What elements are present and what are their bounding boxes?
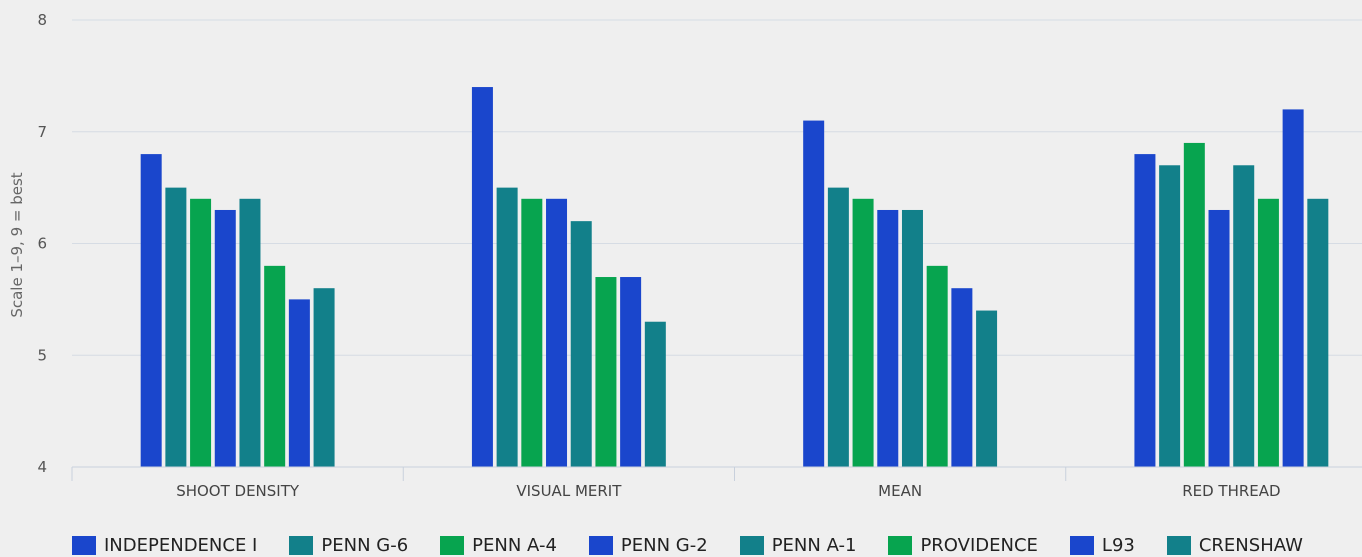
legend-label: CRENSHAW (1198, 534, 1303, 556)
bar[interactable] (165, 187, 187, 467)
bar[interactable] (1233, 165, 1255, 467)
legend-swatch (440, 535, 465, 555)
bar[interactable] (239, 198, 261, 468)
y-tick-label: 7 (37, 123, 47, 141)
legend-item[interactable]: INDEPENDENCE I (72, 535, 257, 556)
bar[interactable] (313, 288, 335, 467)
y-tick-label: 4 (37, 458, 47, 476)
bar[interactable] (1257, 198, 1279, 468)
legend-label: PENN G-2 (620, 534, 708, 556)
y-axis-label: Scale 1–9, 9 = best (8, 172, 26, 317)
bar[interactable] (1134, 154, 1156, 467)
legend-swatch (1166, 535, 1191, 555)
x-tick-label: SHOOT DENSITY (176, 482, 300, 500)
legend-label: L93 (1101, 534, 1135, 556)
bar[interactable] (190, 198, 212, 468)
bar[interactable] (140, 154, 162, 467)
legend: INDEPENDENCE I PENN G-6 PENN A-4 PENN G-2 PE… (72, 533, 1335, 557)
x-tick-label: RED THREAD (1182, 482, 1280, 500)
bar-chart: 4 5 6 7 8 SHOOT DENSITY VISUAL MERIT MEAN RED T… (8, 11, 1362, 500)
y-tick-label: 5 (37, 346, 47, 364)
legend-swatch (588, 535, 613, 555)
bar[interactable] (1159, 165, 1181, 467)
bar[interactable] (803, 120, 825, 467)
legend-label: INDEPENDENCE I (104, 534, 258, 556)
legend-item[interactable]: PROVIDENCE (888, 534, 1038, 556)
x-tick-label: VISUAL MERIT (516, 482, 622, 500)
bar[interactable] (595, 277, 617, 467)
legend-swatch (1069, 535, 1094, 555)
bar[interactable] (827, 187, 849, 467)
legend-swatch (888, 535, 913, 555)
bar[interactable] (1183, 142, 1205, 468)
legend-item[interactable]: CRENSHAW (1166, 534, 1303, 556)
legend-swatch (72, 535, 96, 555)
legend-item[interactable]: PENN G-6 (289, 535, 408, 556)
bar[interactable] (1282, 109, 1304, 468)
bar[interactable] (288, 299, 310, 467)
bar[interactable] (570, 221, 592, 467)
legend-item[interactable]: PENN A-1 (739, 534, 857, 556)
legend-label: PROVIDENCE (920, 534, 1038, 556)
bar[interactable] (644, 321, 666, 467)
legend-item[interactable]: PENN A-4 (440, 535, 557, 556)
bar[interactable] (496, 187, 518, 467)
y-axis-tick-labels: 4 5 6 7 8 (37, 11, 47, 476)
bar[interactable] (951, 288, 973, 467)
bar[interactable] (521, 198, 543, 468)
bar[interactable] (1307, 198, 1329, 468)
bar[interactable] (214, 209, 236, 467)
legend-label: PENN G-6 (321, 534, 409, 556)
legend-label: PENN A-1 (771, 534, 857, 556)
legend-item[interactable]: PENN G-2 (588, 534, 708, 556)
bar[interactable] (852, 198, 874, 468)
legend-swatch (289, 535, 314, 555)
y-tick-label: 6 (37, 235, 47, 253)
legend-swatch (739, 535, 764, 555)
bar[interactable] (926, 265, 948, 467)
legend-label: PENN A-4 (472, 534, 557, 556)
bar[interactable] (901, 209, 923, 467)
bar[interactable] (976, 310, 998, 467)
bar[interactable] (1208, 209, 1230, 467)
legend-item[interactable]: L93 (1069, 534, 1135, 556)
bar[interactable] (471, 87, 493, 468)
y-tick-label: 8 (37, 11, 47, 29)
x-axis: SHOOT DENSITY VISUAL MERIT MEAN RED THREAD (71, 466, 1362, 500)
bar[interactable] (620, 277, 642, 467)
bar[interactable] (877, 209, 899, 467)
bar[interactable] (546, 198, 568, 468)
bar[interactable] (264, 265, 286, 467)
bars (140, 87, 1329, 468)
x-tick-label: MEAN (878, 482, 922, 500)
